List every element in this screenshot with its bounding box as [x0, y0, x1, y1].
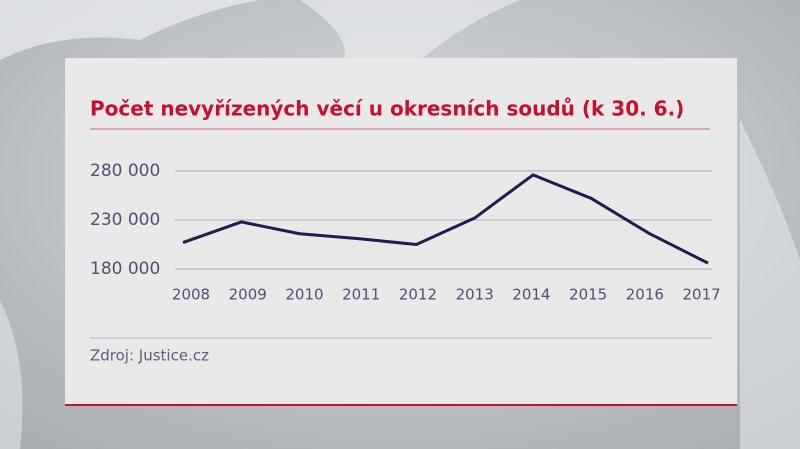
x-tick-label: 2009	[229, 286, 267, 304]
map-shape	[740, 120, 800, 449]
y-tick-label: 280 000	[90, 161, 160, 181]
x-tick-label: 2015	[569, 286, 607, 304]
x-tick-label: 2014	[512, 286, 550, 304]
x-tick-label: 2013	[456, 286, 494, 304]
chart-title: Počet nevyřízených věcí u okresních soud…	[90, 97, 684, 121]
x-tick-label: 2017	[683, 286, 721, 304]
source: Zdroj: Justice.cz	[90, 347, 209, 365]
data-line	[182, 173, 709, 265]
y-tick-label: 180 000	[90, 259, 160, 279]
x-tick-label: 2012	[399, 286, 437, 304]
x-tick-label: 2011	[342, 286, 380, 304]
map-shape	[300, 0, 520, 70]
map-shape	[0, 0, 260, 60]
x-tick-label: 2016	[626, 286, 664, 304]
map-shape	[0, 300, 23, 449]
panel	[65, 58, 737, 405]
x-tick-label: 2010	[285, 286, 323, 304]
x-tick-label: 2008	[172, 286, 210, 304]
y-tick-label: 230 000	[90, 210, 160, 230]
